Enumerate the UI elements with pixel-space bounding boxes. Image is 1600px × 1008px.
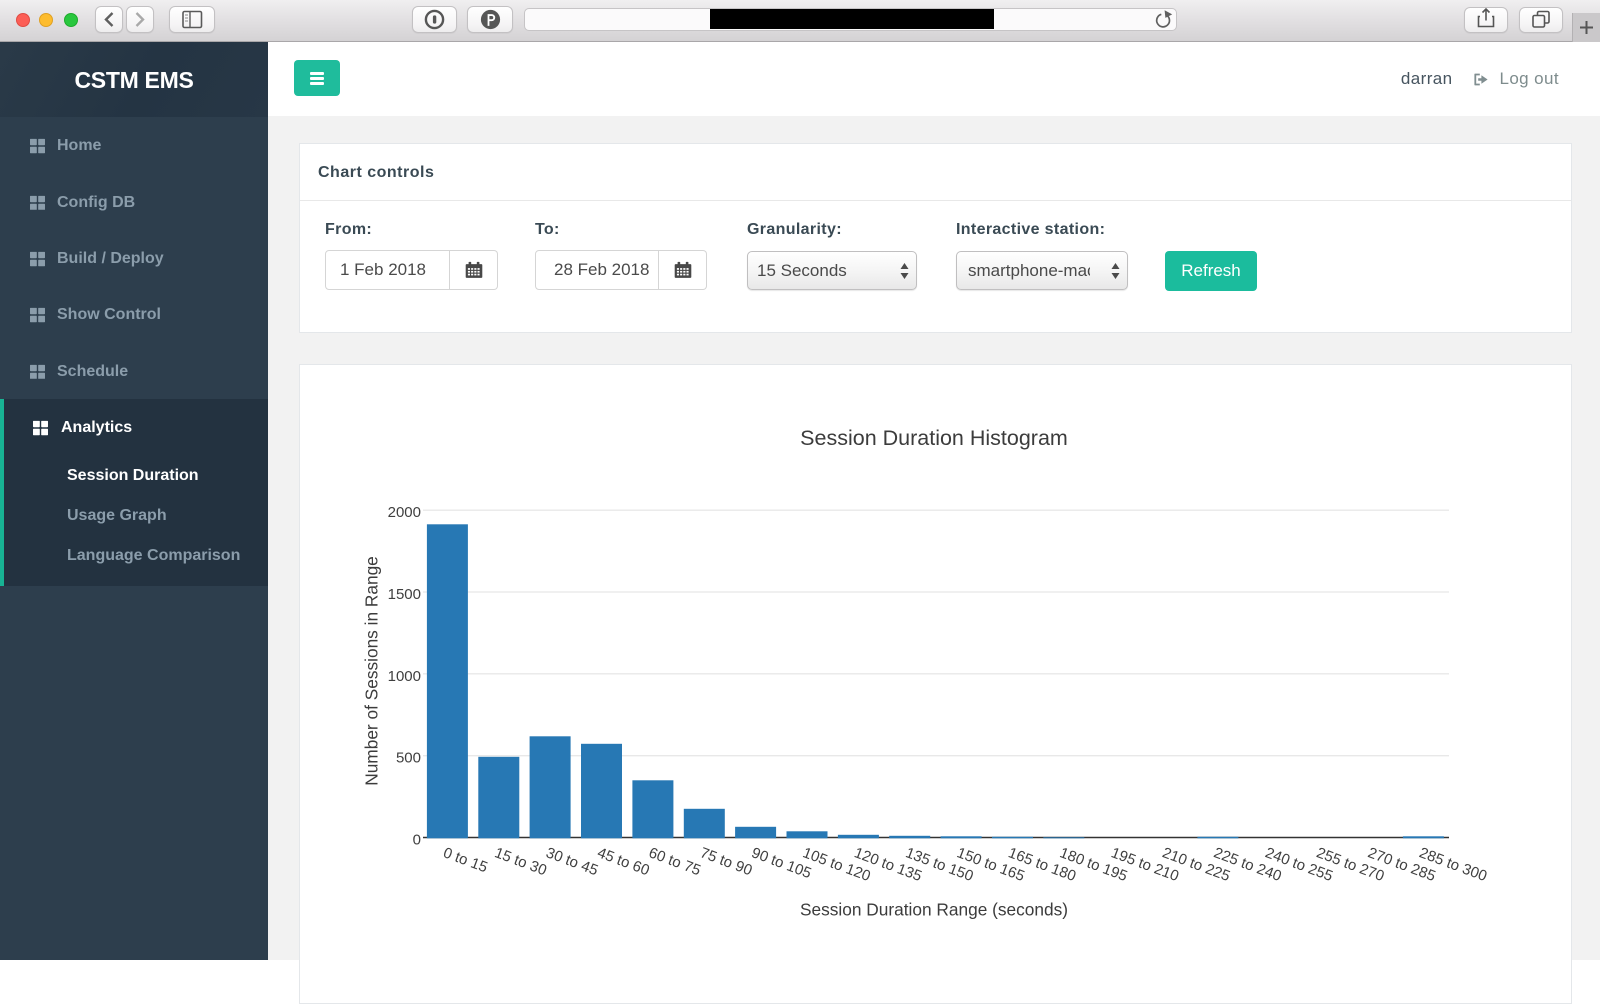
svg-text:1000: 1000 — [388, 668, 421, 685]
svg-text:Session Duration Range (second: Session Duration Range (seconds) — [800, 900, 1068, 920]
svg-text:1500: 1500 — [388, 586, 421, 603]
svg-text:45 to 60: 45 to 60 — [595, 844, 652, 879]
svg-text:500: 500 — [396, 750, 421, 767]
svg-text:2000: 2000 — [388, 504, 421, 521]
svg-text:30 to 45: 30 to 45 — [544, 844, 601, 879]
svg-text:0: 0 — [413, 832, 421, 849]
svg-text:60 to 75: 60 to 75 — [646, 844, 703, 879]
svg-text:0 to 15: 0 to 15 — [441, 844, 490, 876]
svg-text:75 to 90: 75 to 90 — [698, 844, 755, 879]
svg-text:15 to 30: 15 to 30 — [492, 844, 549, 879]
svg-text:Session Duration Histogram: Session Duration Histogram — [800, 426, 1068, 450]
svg-text:Number of Sessions in Range: Number of Sessions in Range — [362, 556, 382, 786]
